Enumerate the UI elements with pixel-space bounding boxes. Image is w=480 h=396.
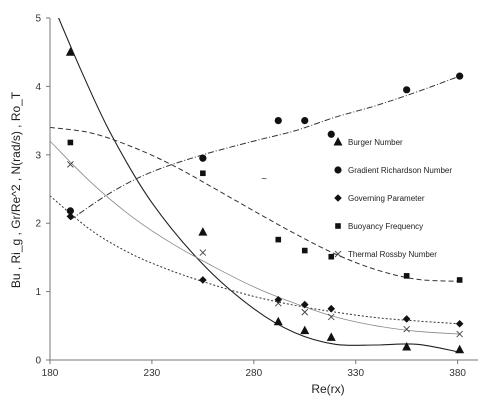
y-tick-label: 4 [35, 82, 41, 93]
trend-line-gradient-richardson-number [70, 75, 460, 221]
legend: Burger Number Gradient Richardson Number G… [333, 137, 452, 259]
point-burger-number [402, 342, 412, 351]
legend-label-buoyancy-frequency: Buoyancy Frequency [348, 222, 423, 231]
point-governing-parameter [66, 212, 75, 221]
point-thermal-rossby-number [403, 325, 410, 333]
point-governing-parameter [199, 276, 207, 284]
point-gradient-richardson-number [199, 154, 207, 162]
point-gradient-richardson-number [327, 130, 335, 138]
point-gradient-richardson-number [274, 117, 282, 125]
axes: 0 1 2 3 4 5 180 230 280 330 380 [35, 14, 478, 379]
legend-label-burger-number: Burger Number [348, 138, 403, 147]
point-burger-number [455, 344, 465, 354]
point-thermal-rossby-number [301, 308, 309, 316]
trend-line-thermal-rossby-number [50, 140, 460, 335]
legend-marker-governing-parameter [334, 194, 342, 202]
x-tick-label: 280 [245, 368, 262, 379]
y-tick-label: 2 [35, 219, 41, 230]
x-tick-label: 230 [144, 368, 161, 379]
point-thermal-rossby-number [274, 299, 282, 307]
point-governing-parameter [402, 315, 411, 323]
trend-line-buoyancy-frequency [50, 126, 460, 282]
legend-marker-gradient-richardson-number [334, 166, 342, 174]
point-thermal-rossby-number [327, 313, 335, 321]
point-burger-number [326, 332, 336, 341]
point-governing-parameter [455, 319, 464, 328]
data-markers: ~ [65, 47, 465, 354]
x-axis-title: Re(rx) [311, 382, 344, 396]
point-burger-number [65, 47, 75, 56]
legend-marker-buoyancy-frequency [335, 223, 341, 229]
y-axis-title: Bu , Ri_g , Gr/Re^2 , N(rad/s) , Ro_T [9, 91, 23, 288]
point-gradient-richardson-number [456, 72, 464, 80]
point-burger-number [273, 316, 283, 326]
point-buoyancy-frequency [328, 253, 335, 260]
point-thermal-rossby-number [199, 249, 207, 256]
point-buoyancy-frequency [403, 273, 410, 279]
point-buoyancy-frequency [200, 170, 206, 177]
point-buoyancy-frequency [67, 139, 74, 146]
trend-line-burger-number [58, 18, 458, 353]
y-tick-label: 0 [35, 356, 41, 367]
x-tick-label: 180 [42, 368, 59, 379]
point-governing-parameter [300, 300, 309, 309]
x-tick-label: 330 [347, 368, 364, 379]
point-buoyancy-frequency [275, 236, 282, 243]
point-buoyancy-frequency [456, 277, 463, 283]
legend-label-governing-parameter: Governing Parameter [348, 194, 425, 203]
trend-line-governing-parameter [50, 195, 460, 325]
trend-lines [50, 18, 460, 353]
point-buoyancy-frequency [301, 247, 308, 254]
point-burger-number [198, 227, 208, 236]
point-gradient-richardson-number [403, 86, 411, 94]
point-thermal-rossby-number [67, 161, 74, 168]
legend-label-gradient-richardson-number: Gradient Richardson Number [348, 166, 452, 175]
y-tick-label: 5 [35, 14, 41, 25]
x-tick-label: 380 [449, 368, 466, 379]
point-thermal-rossby-number [456, 330, 463, 338]
point-burger-number [300, 325, 310, 335]
point-governing-parameter [327, 304, 336, 313]
y-tick-label: 1 [35, 287, 41, 298]
annotation: ~ [261, 174, 267, 185]
point-gradient-richardson-number [301, 117, 309, 125]
legend-marker-burger-number [333, 137, 343, 146]
legend-marker-thermal-rossby-number [334, 250, 342, 258]
legend-label-thermal-rossby-number: Thermal Rossby Number [348, 250, 437, 259]
point-gradient-richardson-number [66, 207, 74, 215]
y-tick-label: 3 [35, 150, 41, 161]
